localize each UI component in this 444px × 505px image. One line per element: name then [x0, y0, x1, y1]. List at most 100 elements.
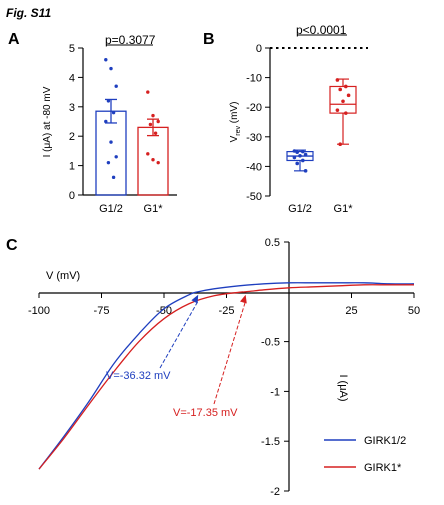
panel-a-y-axis-label: I (μA) at -80 mV [42, 86, 53, 157]
panel-c-x-tick-label: -50 [156, 305, 172, 317]
panel-c-arrow-girk1-2 [159, 300, 199, 369]
panel-b-points-g1-star [335, 78, 351, 146]
panel-b-data-point [335, 108, 340, 112]
panel-b-y-axis-label: Vrev (mV) [229, 102, 242, 143]
panel-b-y-tick-label: -30 [246, 132, 262, 144]
panel-b-data-point [335, 78, 340, 82]
panel-a-pvalue: p=0.3077 [105, 33, 156, 47]
panel-a-data-point [151, 158, 155, 162]
panel-b-box-g1-star [329, 78, 357, 145]
panel-b-data-point [298, 153, 302, 158]
panel-b-y-tick-label: -40 [246, 161, 262, 173]
panel-a-points-g1-2 [104, 58, 118, 180]
panel-a-data-point [151, 113, 155, 118]
panel-a-y-tick-label: 5 [69, 43, 75, 55]
panel-b-y-ticks: 0 -10 -20 -30 -40 -50 [246, 43, 270, 203]
panel-a-data-point [114, 84, 118, 88]
panel-a-data-point [109, 140, 113, 144]
panel-c-y-axis-label: I (μA) [337, 374, 349, 401]
panel-b-data-point [301, 149, 305, 154]
panel-b-y-tick-label: 0 [256, 43, 262, 55]
panel-c-x-tick-label: -100 [28, 305, 50, 317]
panel-a-data-point [146, 90, 150, 94]
panel-a-category-g1-2: G1/2 [99, 203, 123, 215]
panel-b-y-tick-label: -50 [246, 191, 262, 203]
panel-b-y-tick-label: -10 [246, 73, 262, 85]
panel-b-data-point [303, 152, 308, 157]
panel-c-line-girk1-star [38, 284, 414, 470]
panel-a-data-point [104, 119, 108, 124]
panel-b-data-point [344, 84, 348, 89]
panel-b-data-point [295, 150, 300, 154]
panel-c-x-tick-label: 25 [345, 305, 357, 317]
panel-c-legend: GIRK1/2 GIRK1* [324, 435, 406, 474]
panel-c-arrowhead-girk1-2 [191, 294, 199, 304]
panel-b-data-point [301, 158, 305, 163]
panel-a-y-tick-label: 2 [69, 131, 75, 143]
panel-c-x-tick-label: -75 [94, 305, 110, 317]
panel-c-y-tick-label: -1.5 [261, 436, 280, 448]
panel-a-data-point [111, 175, 116, 180]
panel-a-errorbar-g1-2 [105, 98, 117, 124]
panel-c-y-tick-label: -0.5 [261, 337, 280, 349]
panel-b-data-point [341, 99, 345, 104]
panel-c-y-tick-label: 0.5 [265, 237, 280, 249]
panel-a-data-point [146, 152, 150, 156]
panel-c-x-tick-label: 50 [408, 305, 420, 317]
panel-a-errorbar-g1-star [147, 118, 159, 137]
panel-c-letter: C [6, 237, 18, 254]
panel-a-letter: A [8, 31, 20, 48]
panel-a-y-tick-label: 4 [69, 72, 75, 84]
panel-c-y-tick-label: -1 [270, 386, 280, 398]
panel-b-y-tick-label: -20 [246, 102, 262, 114]
panel-b-box [329, 85, 357, 114]
panel-c-y-ticks: 0.5 -0.5 -1 -1.5 -2 [261, 237, 289, 498]
panel-a-y-ticks: 0 1 2 3 4 5 [69, 43, 83, 202]
panel-a-y-tick-label: 1 [69, 161, 75, 173]
panel-b-pvalue: p<0.0001 [296, 23, 347, 37]
panel-a-data-point [153, 131, 158, 135]
panel-b-data-point [292, 149, 297, 153]
panel-c-x-tick-label: -25 [219, 305, 235, 317]
panel-c-x-ticks: -100 -75 -50 -25 25 50 [28, 293, 420, 317]
panel-a-points-g1-star [146, 90, 160, 165]
panel-b-points-g1-2 [292, 149, 308, 173]
panel-c: C V (mV) I (μA) -100 -75 -50 -25 25 50 0.5 -0.… [6, 237, 420, 498]
panel-a-bar-g1-2 [95, 110, 127, 196]
panel-a-data-point [111, 110, 116, 115]
panel-a-data-point [106, 160, 111, 165]
panel-b: B p<0.0001 Vrev (mV) 0 -10 -20 -30 -40 -50 G1… [203, 23, 368, 215]
panel-a-data-point [156, 160, 160, 165]
panel-c-arrowhead-girk1-star [240, 294, 247, 304]
panel-a-y-tick-label: 3 [69, 102, 75, 114]
panel-b-category-g1-2: G1/2 [288, 203, 312, 215]
panel-a-data-point [104, 58, 108, 62]
panel-b-box-g1-2 [286, 149, 314, 172]
panel-a-y-tick-label: 0 [69, 190, 75, 202]
panel-a-data-point [148, 122, 153, 127]
panel-c-legend-label-girk1-2: GIRK1/2 [364, 435, 406, 447]
panel-c-line-girk1-2 [38, 282, 415, 470]
panel-b-category-g1-star: G1* [334, 203, 354, 215]
panel-c-y-tick-label: -2 [270, 486, 280, 498]
panel-a-category-g1-star: G1* [144, 203, 164, 215]
panel-a-data-point [114, 155, 118, 159]
panel-c-x-axis-label: V (mV) [46, 270, 80, 282]
panel-c-legend-label-girk1-star: GIRK1* [364, 462, 402, 474]
figure-label: Fig. S11 [6, 6, 51, 20]
panel-a-data-point [109, 66, 113, 71]
panel-c-annotation-girk1-star: V=-17.35 mV [173, 407, 238, 419]
panel-a-data-point [106, 99, 111, 103]
panel-b-data-point [295, 161, 300, 166]
panel-b-data-point [346, 93, 351, 98]
panel-a-data-point [156, 119, 160, 124]
panel-c-annotation-girk1-2: V=-36.32 mV [106, 370, 171, 382]
panel-b-data-point [303, 169, 308, 173]
panel-b-data-point [338, 142, 343, 146]
panel-b-data-point [344, 111, 348, 115]
panel-b-data-point [338, 87, 343, 92]
panel-b-data-point [292, 155, 297, 160]
